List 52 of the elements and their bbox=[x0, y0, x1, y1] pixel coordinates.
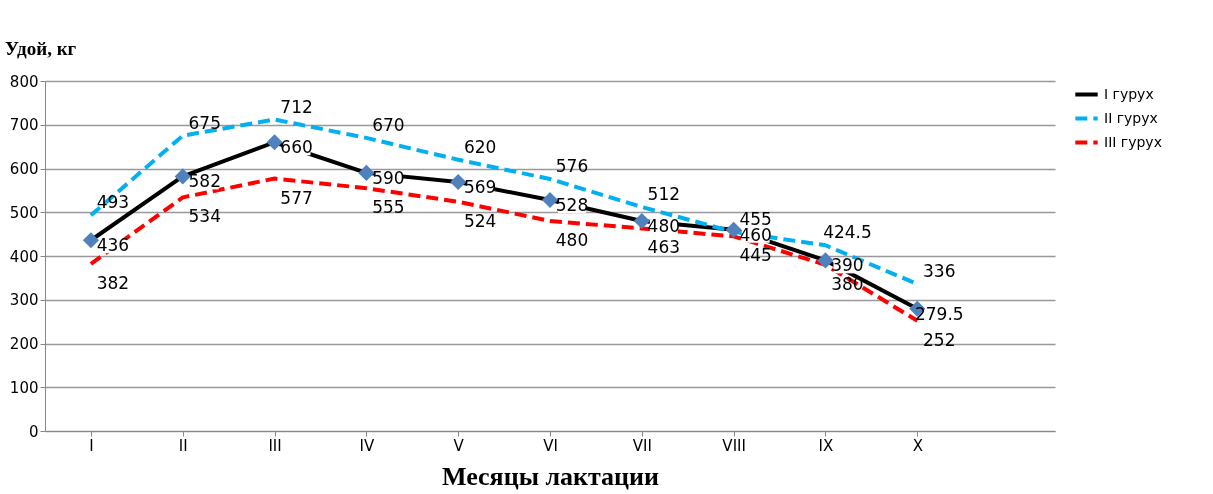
y-tick-label: 400 bbox=[9, 247, 39, 266]
data-label: 424.5 bbox=[823, 222, 872, 243]
data-label: 252 bbox=[923, 329, 956, 350]
data-label: 382 bbox=[96, 272, 130, 293]
x-tick-label: IV bbox=[359, 436, 375, 455]
y-tick-label: 500 bbox=[9, 203, 39, 222]
data-label: 336 bbox=[923, 261, 956, 281]
x-tick-label: I bbox=[89, 436, 94, 455]
data-label: 569 bbox=[463, 177, 497, 198]
x-tick-label: X bbox=[912, 436, 923, 455]
data-label: 455 bbox=[739, 208, 772, 229]
x-tick-label: VII bbox=[632, 436, 652, 455]
data-label: 590 bbox=[372, 167, 405, 188]
x-tick-label: VIII bbox=[722, 436, 746, 455]
data-label: 524 bbox=[463, 210, 497, 231]
y-tick-label: 100 bbox=[9, 378, 39, 397]
x-tick-label: V bbox=[453, 436, 465, 455]
data-label: 675 bbox=[188, 112, 221, 133]
y-tick-label: 600 bbox=[9, 160, 39, 178]
data-label: 660 bbox=[280, 137, 313, 158]
y-tick-label: 300 bbox=[9, 291, 39, 310]
data-label: 512 bbox=[647, 184, 681, 204]
data-label: 712 bbox=[280, 96, 313, 117]
legend-label: III гурух bbox=[1104, 133, 1162, 150]
data-label: 577 bbox=[280, 187, 313, 208]
x-axis-title: Месяцы лактации bbox=[441, 461, 660, 491]
data-label: 390 bbox=[831, 255, 864, 276]
data-label: 493 bbox=[96, 192, 130, 213]
y-axis-title: Удой, кг bbox=[5, 38, 77, 59]
y-tick-label: 800 bbox=[9, 72, 39, 91]
data-label: 534 bbox=[188, 206, 221, 227]
data-label: 279.5 bbox=[914, 303, 964, 324]
y-tick-label: 0 bbox=[28, 422, 39, 441]
data-label: 528 bbox=[555, 195, 589, 215]
x-tick-label: IX bbox=[818, 436, 834, 455]
data-label: 480 bbox=[647, 216, 681, 236]
data-label: 445 bbox=[739, 245, 772, 266]
data-label: 463 bbox=[647, 237, 681, 258]
data-label: 670 bbox=[372, 114, 405, 135]
data-label: 582 bbox=[188, 171, 221, 192]
data-label: 576 bbox=[555, 156, 589, 176]
x-tick-label: VI bbox=[543, 436, 558, 455]
legend-label: I гурух bbox=[1104, 85, 1154, 102]
x-tick-label: II bbox=[178, 436, 188, 455]
data-label: 480 bbox=[555, 230, 589, 250]
data-label: 436 bbox=[96, 235, 130, 256]
x-tick-label: III bbox=[268, 436, 282, 455]
legend-label: II гурух bbox=[1104, 109, 1158, 126]
y-tick-label: 700 bbox=[9, 116, 39, 135]
data-label: 620 bbox=[463, 136, 497, 157]
data-label: 555 bbox=[372, 197, 405, 218]
y-tick-label: 200 bbox=[9, 335, 39, 353]
